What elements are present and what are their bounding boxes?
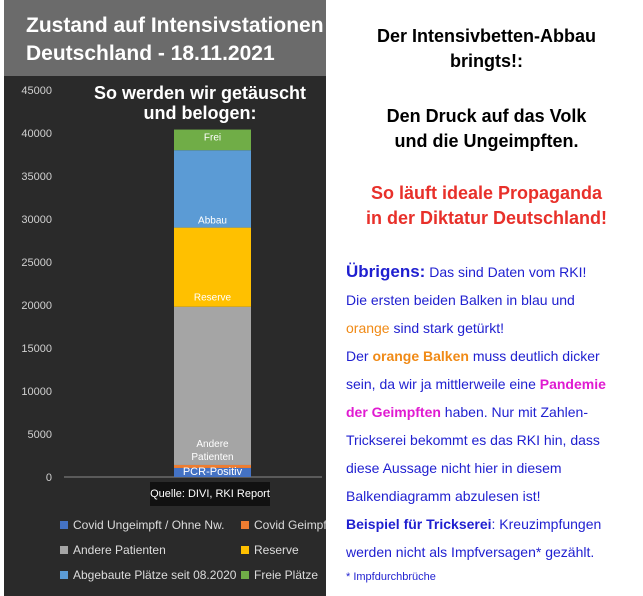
legend-swatch xyxy=(60,571,68,579)
paragraph-line-1: Übrigens: Das sind Daten vom RKI! xyxy=(346,262,586,282)
y-tick-label: 15000 xyxy=(21,343,52,355)
bar-segment-pcr-positiv xyxy=(174,467,251,477)
paragraph-text: sein, da wir ja mittlerweile eine xyxy=(346,376,540,392)
legend-item-covid-geimpft: Covid Geimpft xyxy=(241,518,326,532)
subheadline-line-2: und die Ungeimpften. xyxy=(394,131,579,151)
segment-label: PCR-Positiv xyxy=(183,466,243,478)
commentary-panel: Der Intensivbetten-Abbau bringts!: Den D… xyxy=(330,0,643,596)
bar-segment-covid-geimpft xyxy=(174,464,251,468)
uebrigens-label: Übrigens: xyxy=(346,262,426,281)
y-tick-label: 30000 xyxy=(21,214,52,226)
chart-subtitle-line-1: So werden wir getäuscht xyxy=(93,83,307,103)
chart-legend: Covid Ungeimpft / Ohne Nw. Covid Geimpft… xyxy=(4,512,326,596)
segment-label: Abbau xyxy=(198,216,227,227)
segment-labels: PCR-Positiv Andere Patienten Reserve Abbau Fr… xyxy=(183,133,243,478)
segment-label: Patienten xyxy=(191,452,233,463)
footnote: * Impfdurchbrüche xyxy=(346,571,436,583)
segment-label: Reserve xyxy=(194,293,232,304)
legend-swatch xyxy=(241,521,249,529)
segment-label: Andere xyxy=(196,439,229,450)
legend-item-reserve: Reserve xyxy=(241,543,299,557)
paragraph-line-3: orange sind stark getürkt! xyxy=(346,320,504,336)
chart-subtitle: So werden wir getäuscht und belogen: xyxy=(80,83,320,123)
legend-item-freie-plaetze: Freie Plätze xyxy=(241,568,318,582)
orange-word: orange xyxy=(346,320,390,336)
geimpften-phrase: der Geimpften xyxy=(346,404,441,420)
y-tick-label: 10000 xyxy=(21,386,52,398)
source-note: Quelle: DIVI, RKI Report xyxy=(150,482,270,506)
red-claim-line-1: So läuft ideale Propaganda xyxy=(370,183,603,203)
bar-segment-andere-patienten xyxy=(174,306,251,465)
legend-label: Andere Patienten xyxy=(73,543,166,557)
paragraph-text: muss deutlich dicker xyxy=(468,348,600,364)
segment-label: Frei xyxy=(204,133,221,144)
y-tick-label: 25000 xyxy=(21,257,52,269)
chart-title-line-2: Deutschland - 18.11.2021 xyxy=(26,42,275,65)
chart-subtitle-line-2: und belogen: xyxy=(143,103,257,123)
legend-swatch xyxy=(241,546,249,554)
paragraph-text: sind stark getürkt! xyxy=(389,320,504,336)
pandemie-phrase: Pandemie xyxy=(539,376,606,392)
beispiel-label: Beispiel für Trickserei xyxy=(346,516,492,532)
paragraph-line-4: Der orange Balken muss deutlich dicker xyxy=(346,348,600,364)
subheadline-line-1: Den Druck auf das Volk xyxy=(386,106,587,126)
paragraph-text: : Kreuzimpfungen xyxy=(491,516,602,532)
bar-segment-frei xyxy=(174,129,251,151)
legend-swatch xyxy=(241,571,249,579)
y-tick-label: 0 xyxy=(46,472,52,484)
legend-label: Reserve xyxy=(254,543,299,557)
chart-title-line-1: Zustand auf Intensivstationen xyxy=(26,14,324,37)
y-tick-label: 40000 xyxy=(21,128,52,140)
legend-item-covid-ungeimpft: Covid Ungeimpft / Ohne Nw. xyxy=(60,518,224,532)
stacked-bar-chart: 0 5000 10000 15000 20000 25000 30000 35000 40000… xyxy=(21,85,322,484)
chart-panel: Zustand auf Intensivstationen Deutschlan… xyxy=(4,0,326,596)
legend-label: Abgebaute Plätze seit 08.2020 xyxy=(73,568,237,582)
paragraph-line-7: Trickserei bekommt es das RKI hin, dass xyxy=(346,432,600,448)
red-claim-line-2: in der Diktatur Deutschland! xyxy=(365,208,608,228)
paragraph-text: haben. Nur mit Zahlen- xyxy=(440,404,588,420)
paragraph-line-9: Balkendiagramm abzulesen ist! xyxy=(346,488,541,504)
legend-label: Freie Plätze xyxy=(254,568,319,582)
headline-line-2: bringts!: xyxy=(450,51,523,71)
chart-header xyxy=(4,0,326,76)
y-axis: 0 5000 10000 15000 20000 25000 30000 35000 40000… xyxy=(21,85,52,484)
legend-item-abgebaute-plaetze: Abgebaute Plätze seit 08.2020 xyxy=(60,568,236,582)
paragraph-line-8: diese Aussage nicht hier in diesem xyxy=(346,460,562,476)
headline-line-1: Der Intensivbetten-Abbau xyxy=(376,26,597,46)
legend-swatch xyxy=(60,546,68,554)
paragraph-line-11: werden nicht als Impfversagen* gezählt. xyxy=(346,544,595,560)
paragraph-line-6: der Geimpften haben. Nur mit Zahlen- xyxy=(346,404,588,420)
y-tick-label: 20000 xyxy=(21,300,52,312)
paragraph-line-2: Die ersten beiden Balken in blau und xyxy=(346,292,575,308)
legend-item-andere-patienten: Andere Patienten xyxy=(60,543,166,557)
paragraph-line-10: Beispiel für Trickserei: Kreuzimpfungen xyxy=(346,516,601,532)
y-tick-label: 5000 xyxy=(28,429,52,441)
orange-bar-phrase: orange Balken xyxy=(372,348,469,364)
paragraph-text: Das sind Daten vom RKI! xyxy=(425,264,587,280)
bar-segment-abbau xyxy=(174,150,251,228)
legend-label: Covid Geimpft xyxy=(254,518,326,532)
legend-swatch xyxy=(60,521,68,529)
paragraph-line-5: sein, da wir ja mittlerweile eine Pandem… xyxy=(346,376,606,392)
paragraph-text: Der xyxy=(346,348,373,364)
bar-segment-reserve xyxy=(174,227,251,307)
legend-label: Covid Ungeimpft / Ohne Nw. xyxy=(73,518,225,532)
y-tick-label: 35000 xyxy=(21,171,52,183)
bar-segments xyxy=(174,129,251,477)
y-tick-label: 45000 xyxy=(21,85,52,97)
